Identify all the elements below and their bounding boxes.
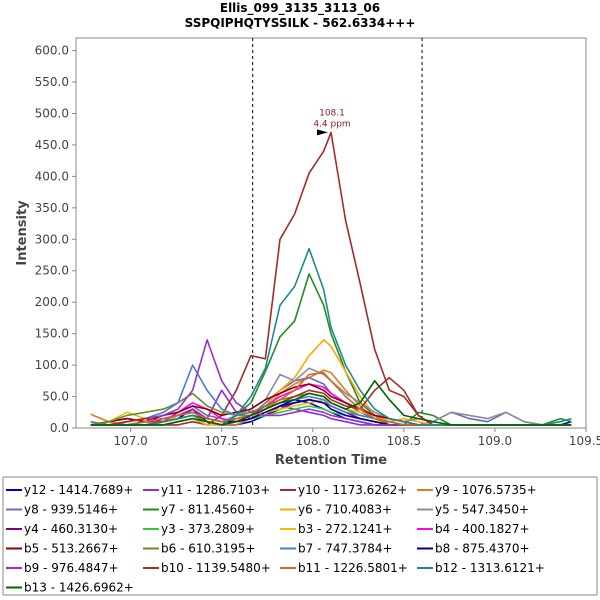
legend-label: y8 - 939.5146+ [24,503,118,517]
peak-annotation: 108.14.4 ppm [313,108,351,136]
legend-label: y11 - 1286.7103+ [161,483,270,497]
legend-label: b7 - 747.3784+ [298,542,393,556]
legend-item: b13 - 1426.6962+ [6,581,134,595]
legend-item: y3 - 373.2809+ [143,522,255,536]
integration-boundaries [252,38,423,428]
legend-item: b7 - 747.3784+ [280,542,393,556]
legend-item: y6 - 710.4083+ [280,503,392,517]
legend-box [2,476,598,596]
y-tick-label: 450.0 [35,138,69,152]
y-tick-label: 350.0 [35,201,69,215]
chart-title: Ellis_099_3135_3113_06 [220,1,380,16]
series-lines [90,131,572,426]
x-tick-label: 108.0 [296,434,330,448]
legend-item: b5 - 513.2667+ [6,542,119,556]
legend-label: b6 - 610.3195+ [161,542,256,556]
legend-label: b10 - 1139.5480+ [161,561,271,575]
y-tick-label: 400.0 [35,169,69,183]
y-tick-label: 50.0 [42,390,69,404]
legend-item: b3 - 272.1241+ [280,522,393,536]
legend-label: y3 - 373.2809+ [161,522,255,536]
legend-item: b11 - 1226.5801+ [280,561,408,575]
legend-label: y9 - 1076.5735+ [435,483,537,497]
legend-label: y4 - 460.3130+ [24,522,118,536]
legend-label: b13 - 1426.6962+ [24,581,134,595]
legend-label: b11 - 1226.5801+ [298,561,408,575]
y-axis-label: Intensity [15,200,30,266]
legend-label: y7 - 811.4560+ [161,503,255,517]
plot-area [75,37,587,429]
legend-label: y5 - 547.3450+ [435,503,529,517]
y-tick-label: 550.0 [35,75,69,89]
legend-item: y10 - 1173.6262+ [280,483,407,497]
chart-subtitle: SSPQIPHQTYSSILK - 562.6334+++ [185,16,416,30]
legend-item: b10 - 1139.5480+ [143,561,271,575]
legend-item: b8 - 875.4370+ [417,542,530,556]
legend-item: b6 - 610.3195+ [143,542,256,556]
legend-label: b9 - 976.4847+ [24,561,119,575]
legend-label: b4 - 400.1827+ [435,522,530,536]
y-tick-label: 100.0 [35,358,69,372]
y-tick-label: 0.0 [50,421,69,435]
x-tick-label: 109.0 [478,434,512,448]
legend-label: y10 - 1173.6262+ [298,483,407,497]
y-axis: 0.0 50.0 100.0 150.0 200.0 250.0 300.0 350.0 400… [35,44,76,435]
x-tick-label: 107.5 [205,434,239,448]
legend-label: b5 - 513.2667+ [24,542,119,556]
y-tick-label: 250.0 [35,264,69,278]
y-tick-label: 500.0 [35,106,69,120]
legend-item: y7 - 811.4560+ [143,503,255,517]
legend-label: b8 - 875.4370+ [435,542,530,556]
peak-annotation-rt: 108.1 [319,108,345,118]
legend-item: b4 - 400.1827+ [417,522,530,536]
y-tick-label: 200.0 [35,295,69,309]
peak-arrow-icon [317,129,328,136]
peak-annotation-ppm: 4.4 ppm [313,119,350,129]
x-tick-label: 109.5 [569,434,600,448]
x-tick-label: 107.0 [113,434,147,448]
legend-item: y9 - 1076.5735+ [417,483,537,497]
x-axis-label: Retention Time [275,453,387,468]
legend-label: b3 - 272.1241+ [298,522,393,536]
legend-label: b12 - 1313.6121+ [435,561,545,575]
legend-item: y8 - 939.5146+ [6,503,118,517]
x-tick-label: 108.5 [387,434,421,448]
legend-item: y4 - 460.3130+ [6,522,118,536]
legend-item: y11 - 1286.7103+ [143,483,270,497]
legend: y12 - 1414.7689+ y11 - 1286.7103+ y10 - 11… [6,483,545,595]
legend-item: y5 - 547.3450+ [417,503,529,517]
legend-item: y12 - 1414.7689+ [6,483,133,497]
y-tick-label: 150.0 [35,327,69,341]
y-tick-label: 300.0 [35,232,69,246]
legend-item: b9 - 976.4847+ [6,561,119,575]
series-line [90,379,572,426]
y-tick-label: 600.0 [35,44,69,58]
x-axis: 107.0 107.5 108.0 108.5 109.0 109.5 [113,428,600,448]
legend-item: b12 - 1313.6121+ [417,561,545,575]
legend-label: y12 - 1414.7689+ [24,483,133,497]
legend-label: y6 - 710.4083+ [298,503,392,517]
